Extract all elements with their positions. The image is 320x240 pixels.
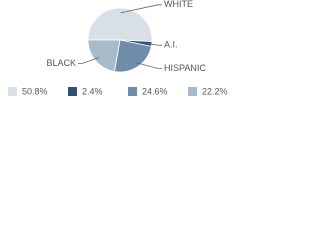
legend-label: 50.8% (22, 86, 48, 96)
slice-label: BLACK (46, 58, 76, 68)
leader-line (146, 43, 162, 46)
slice-label: HISPANIC (164, 63, 206, 73)
legend-label: 24.6% (142, 86, 168, 96)
leader-line (120, 4, 162, 14)
pie-slice (87, 7, 153, 43)
legend-swatch (8, 87, 17, 96)
slice-label: A.I. (164, 40, 178, 50)
slice-label: WHITE (164, 0, 193, 9)
legend-swatch (68, 87, 77, 96)
leader-line (78, 57, 100, 64)
legend-swatch (128, 87, 137, 96)
pie-slice (87, 39, 121, 72)
chart: WHITE A.I. HISPANIC BLACK 50.8% 2.4% 24.6% 22.2… (8, 0, 228, 96)
legend-swatch (188, 87, 197, 96)
legend-label: 22.2% (202, 86, 228, 96)
pie-slice (113, 39, 152, 73)
leader-line (135, 62, 162, 69)
legend-label: 2.4% (82, 86, 103, 96)
